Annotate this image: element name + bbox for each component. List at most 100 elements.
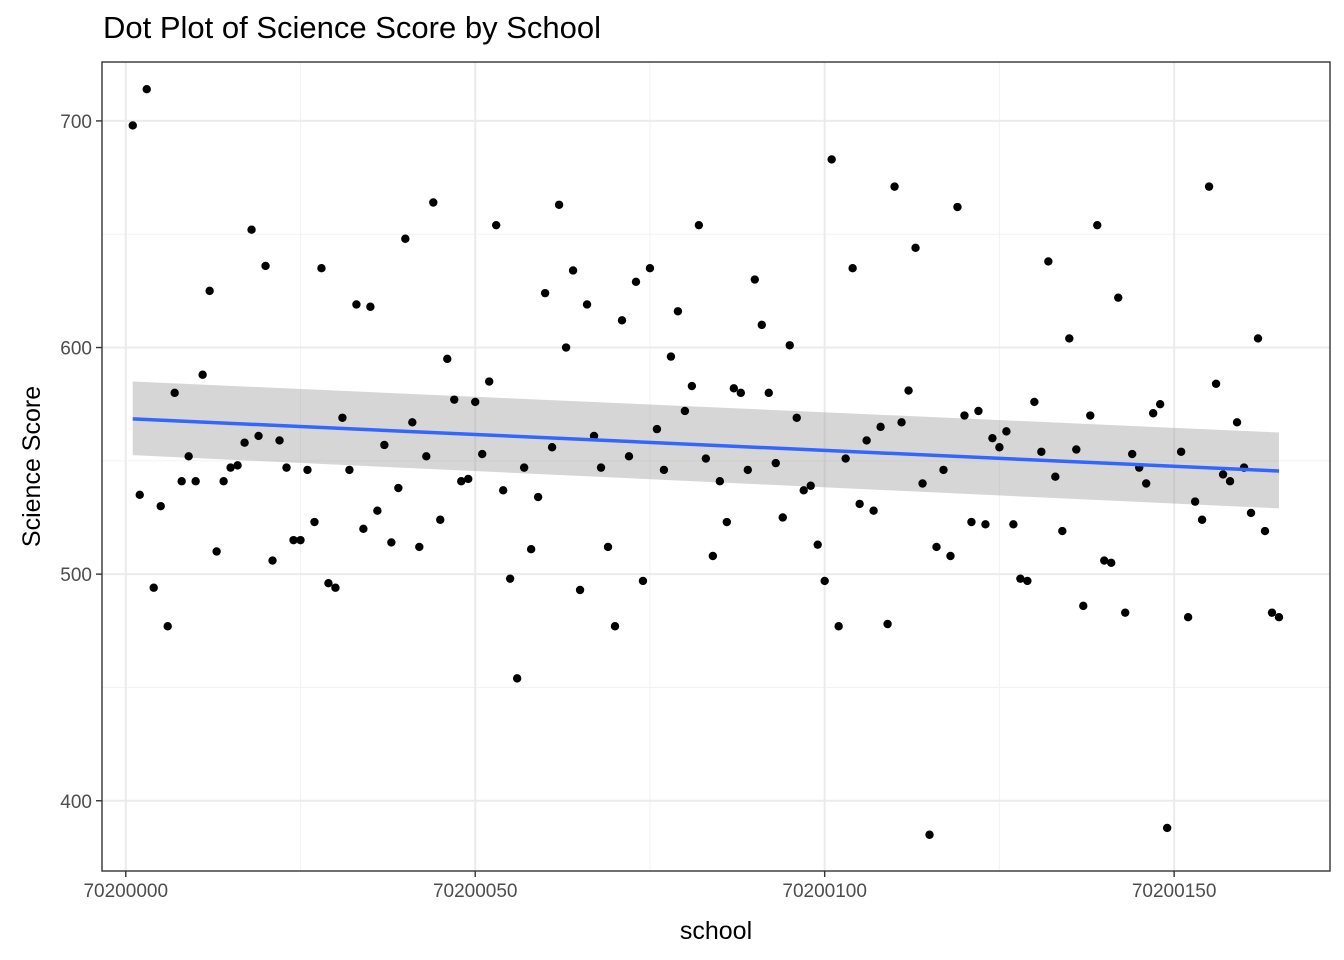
data-point: [792, 413, 801, 422]
data-point: [247, 225, 256, 234]
data-point: [303, 465, 312, 475]
data-point: [387, 538, 396, 547]
data-point: [443, 354, 452, 364]
data-point: [974, 406, 983, 416]
plot-panel-border: [101, 61, 1331, 872]
data-point: [624, 452, 634, 461]
data-point: [918, 479, 927, 488]
data-point: [659, 465, 669, 475]
data-point: [771, 458, 780, 468]
data-point: [568, 266, 578, 275]
data-point: [645, 264, 655, 273]
data-point: [415, 542, 424, 552]
data-point: [680, 406, 690, 416]
data-point: [687, 381, 697, 391]
data-point: [533, 492, 543, 502]
data-point: [170, 388, 179, 398]
data-point: [345, 465, 354, 475]
data-point: [1030, 397, 1039, 407]
data-point: [995, 443, 1004, 452]
data-point: [254, 431, 263, 441]
data-point: [1267, 608, 1277, 617]
data-point: [841, 454, 850, 463]
data-point: [296, 535, 305, 545]
y-tick-label: 400: [60, 792, 92, 813]
data-point: [512, 674, 522, 683]
data-point: [904, 386, 913, 395]
data-point: [156, 501, 165, 511]
data-point: [834, 622, 843, 631]
data-point: [876, 422, 885, 432]
data-point: [1051, 472, 1060, 481]
data-point: [673, 307, 683, 316]
data-point: [988, 433, 997, 443]
data-point: [380, 440, 389, 450]
data-point: [1037, 447, 1046, 456]
data-point: [736, 388, 746, 398]
data-point: [869, 506, 878, 515]
data-point: [205, 286, 214, 296]
data-point: [478, 449, 487, 459]
data-point: [722, 517, 732, 527]
axes: 70200000 70200050 70200100 70200150 400 500 60…: [18, 112, 1216, 945]
data-point: [820, 576, 829, 586]
data-point: [464, 474, 473, 484]
data-point: [890, 182, 899, 191]
y-tick-label: 600: [60, 339, 92, 360]
data-point: [450, 395, 459, 404]
data-point: [1016, 574, 1025, 583]
data-point: [219, 477, 228, 486]
data-point: [1183, 612, 1193, 622]
data-point: [1204, 182, 1214, 191]
data-point: [1093, 220, 1102, 230]
data-point: [1086, 411, 1095, 420]
trend-line: [132, 417, 1280, 473]
data-point: [324, 579, 333, 588]
data-point: [848, 264, 857, 273]
data-point: [617, 316, 627, 325]
data-point: [960, 411, 969, 420]
data-point: [505, 574, 515, 583]
data-point: [1155, 399, 1165, 409]
data-point: [142, 84, 151, 94]
data-point: [932, 542, 941, 552]
data-point: [485, 377, 494, 386]
data-point: [953, 202, 962, 212]
data-point: [1009, 520, 1018, 529]
data-point: [694, 220, 704, 230]
data-point: [1100, 556, 1109, 565]
data-point: [603, 542, 613, 552]
data-point: [785, 341, 794, 350]
data-point: [925, 830, 934, 839]
data-point: [1107, 558, 1116, 568]
data-point: [750, 275, 759, 284]
data-point: [1162, 823, 1172, 833]
data-point: [540, 288, 550, 298]
data-point: [554, 200, 564, 209]
data-point: [233, 461, 242, 470]
data-point: [1072, 445, 1081, 454]
data-point: [757, 320, 766, 330]
data-point: [638, 576, 648, 586]
data-point: [338, 413, 347, 422]
data-point: [261, 261, 270, 271]
data-point: [729, 384, 739, 393]
data-point: [652, 424, 662, 434]
data-point: [827, 155, 836, 164]
data-point: [1190, 497, 1200, 506]
data-point: [981, 520, 990, 529]
data-point: [939, 465, 948, 475]
data-point: [1121, 608, 1130, 617]
data-point: [1141, 479, 1151, 488]
data-point: [610, 622, 620, 631]
chart-title: Dot Plot of Science Score by School: [103, 10, 601, 45]
y-axis-title: Science Score: [18, 386, 46, 547]
data-point: [310, 517, 319, 527]
data-point: [631, 277, 641, 287]
data-point: [184, 452, 193, 461]
gridlines: [102, 62, 1330, 871]
data-point: [317, 264, 326, 273]
data-point: [240, 438, 249, 447]
data-point: [366, 302, 375, 311]
